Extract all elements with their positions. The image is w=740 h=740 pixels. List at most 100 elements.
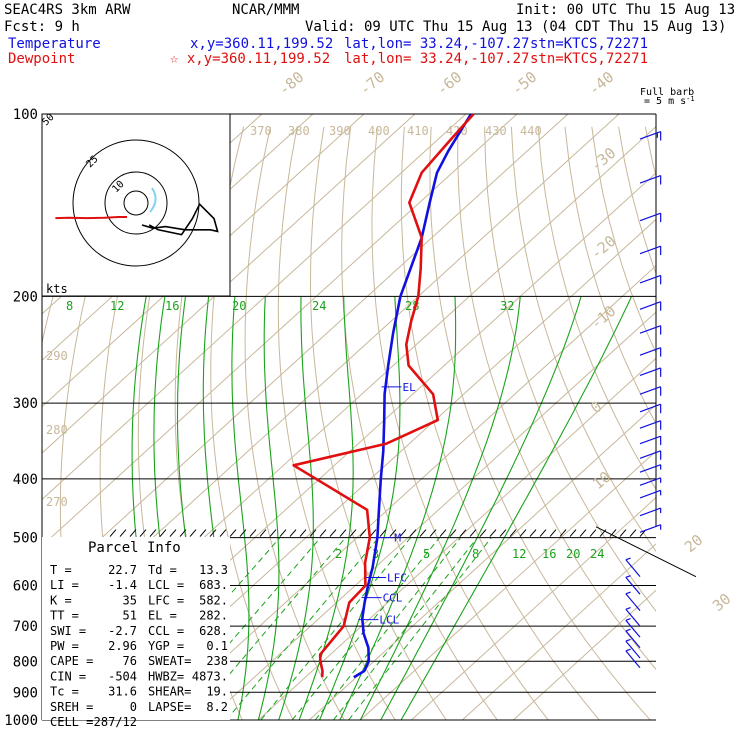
wind-barb xyxy=(639,274,662,285)
hatch-mark xyxy=(579,529,587,537)
parcel-param-name: SWI = xyxy=(50,624,86,638)
dry-adiabat xyxy=(537,126,656,491)
hatch-mark xyxy=(629,529,637,537)
wind-barb xyxy=(625,638,641,659)
wind-barb-staff xyxy=(625,576,641,595)
dry-adiabat xyxy=(341,126,498,720)
wind-barb xyxy=(625,591,641,612)
level-markers: EL M LFC CCL LCL xyxy=(358,381,416,627)
wind-barb xyxy=(625,618,641,638)
parcel-info-row: CELL = 287/12 xyxy=(50,715,137,729)
wind-barb-flag xyxy=(625,575,631,578)
wind-barb-flag xyxy=(625,648,631,652)
level-marker-label: EL xyxy=(403,381,417,394)
mixing-ratio-label: 2 xyxy=(335,547,342,561)
parcel-param-value: -2.7 xyxy=(108,624,137,638)
parcel-param-value: 287/12 xyxy=(94,715,137,729)
hatch-mark xyxy=(569,529,577,537)
model-name: SEAC4RS 3km ARW xyxy=(4,2,131,18)
pressure-label-200: 200 xyxy=(13,289,38,305)
isotherm-line xyxy=(155,265,656,720)
wind-barb-staff xyxy=(625,619,641,638)
wind-barb xyxy=(625,648,641,669)
level-marker-m: M xyxy=(373,532,401,545)
mixing-ratio-label: 12 xyxy=(512,547,526,561)
parcel-param-value: 51 xyxy=(123,609,137,623)
org-name: NCAR/MMM xyxy=(232,2,299,18)
parcel-param-name: YGP = xyxy=(148,639,184,653)
hodograph-ring-10 xyxy=(123,190,149,216)
mixing-ratio-label: 8 xyxy=(472,547,479,561)
dry-adiabat xyxy=(644,126,656,178)
dry-adiabat xyxy=(672,127,740,733)
mixing-ratio-label: 16 xyxy=(542,547,556,561)
hatch-mark xyxy=(259,529,267,537)
parcel-param-name: SHEAR= xyxy=(148,685,191,699)
full-barb-legend-value: = 5 m s xyxy=(644,96,686,107)
hodograph-low-trace xyxy=(55,216,127,220)
temperature-legend-xy: x,y=360.11,199.52 xyxy=(190,36,333,52)
wind-barb-staff xyxy=(625,630,641,649)
hatch-mark xyxy=(389,529,397,537)
hatch-mark xyxy=(479,529,487,537)
wind-barbs xyxy=(625,130,662,669)
hatch-mark xyxy=(529,529,537,537)
parcel-param-value: 35 xyxy=(123,593,137,607)
isotherm-line xyxy=(359,450,656,720)
hodograph-ring-25 xyxy=(104,171,168,235)
hatch-mark xyxy=(399,529,407,537)
parcel-param-value: 4873. xyxy=(192,669,228,683)
hatch-mark xyxy=(589,529,597,537)
parcel-info-title: Parcel Info xyxy=(88,540,181,556)
mixing-ratio-label: 12 xyxy=(110,299,124,313)
wind-barb xyxy=(639,245,662,256)
dewpoint-legend-latlon: lat,lon= 33.24,-107.27 xyxy=(344,51,529,67)
wind-barb-flag xyxy=(625,628,631,632)
hatch-mark xyxy=(159,529,167,537)
hatch-mark xyxy=(149,529,157,537)
hatch-mark xyxy=(519,529,527,537)
isotherm-line xyxy=(512,589,656,720)
hatch-mark xyxy=(609,529,617,537)
theta-label: 410 xyxy=(407,124,429,138)
isotherm-label: -20 xyxy=(587,232,619,263)
dewpoint-legend-station: stn=KTCS,72271 xyxy=(530,51,648,67)
hatch-mark xyxy=(179,529,187,537)
level-marker-lfc: LFC xyxy=(366,572,407,585)
hatch-mark xyxy=(539,529,547,537)
level-marker-label: M xyxy=(394,532,401,545)
isotherm-label: 30 xyxy=(709,590,734,615)
wind-barb-flag xyxy=(625,607,631,610)
mixing-ratio-label: 32 xyxy=(500,299,514,313)
parcel-param-value: 22.7 xyxy=(108,563,137,577)
parcel-param-value: 628. xyxy=(199,624,228,638)
dry-adiabat xyxy=(244,126,345,720)
hatch-mark xyxy=(289,529,297,537)
hatch-mark xyxy=(249,529,257,537)
wind-barb xyxy=(639,420,662,430)
hatch-mark xyxy=(549,529,557,537)
mixing-ratio-line xyxy=(348,537,492,720)
parcel-param-value: 13.3 xyxy=(199,563,228,577)
parcel-info-row: CIN = -504 HWBZ= 4873. xyxy=(50,669,228,683)
mixing-ratio-label: 24 xyxy=(590,547,604,561)
hatch-mark xyxy=(619,529,627,537)
wind-barb-staff xyxy=(639,464,661,473)
wind-barb-staff xyxy=(625,593,641,612)
theta-label: 380 xyxy=(288,124,310,138)
temperature-profile xyxy=(353,114,473,679)
hodograph-ring-50 xyxy=(72,139,200,267)
theta-label: 370 xyxy=(250,124,272,138)
hatch-mark xyxy=(209,529,217,537)
parcel-info-row: TT = 51 EL = 282. xyxy=(50,609,228,623)
hatch-mark xyxy=(379,529,387,537)
wind-barb-flag xyxy=(625,591,631,595)
theta-label: 430 xyxy=(485,124,507,138)
wind-barb-flag xyxy=(625,618,631,621)
dry-adiabat xyxy=(564,126,656,425)
dry-adiabat xyxy=(699,127,740,733)
hatch-mark xyxy=(459,529,467,537)
hatch-mark xyxy=(239,529,247,537)
isotherm-label: -30 xyxy=(587,144,619,175)
